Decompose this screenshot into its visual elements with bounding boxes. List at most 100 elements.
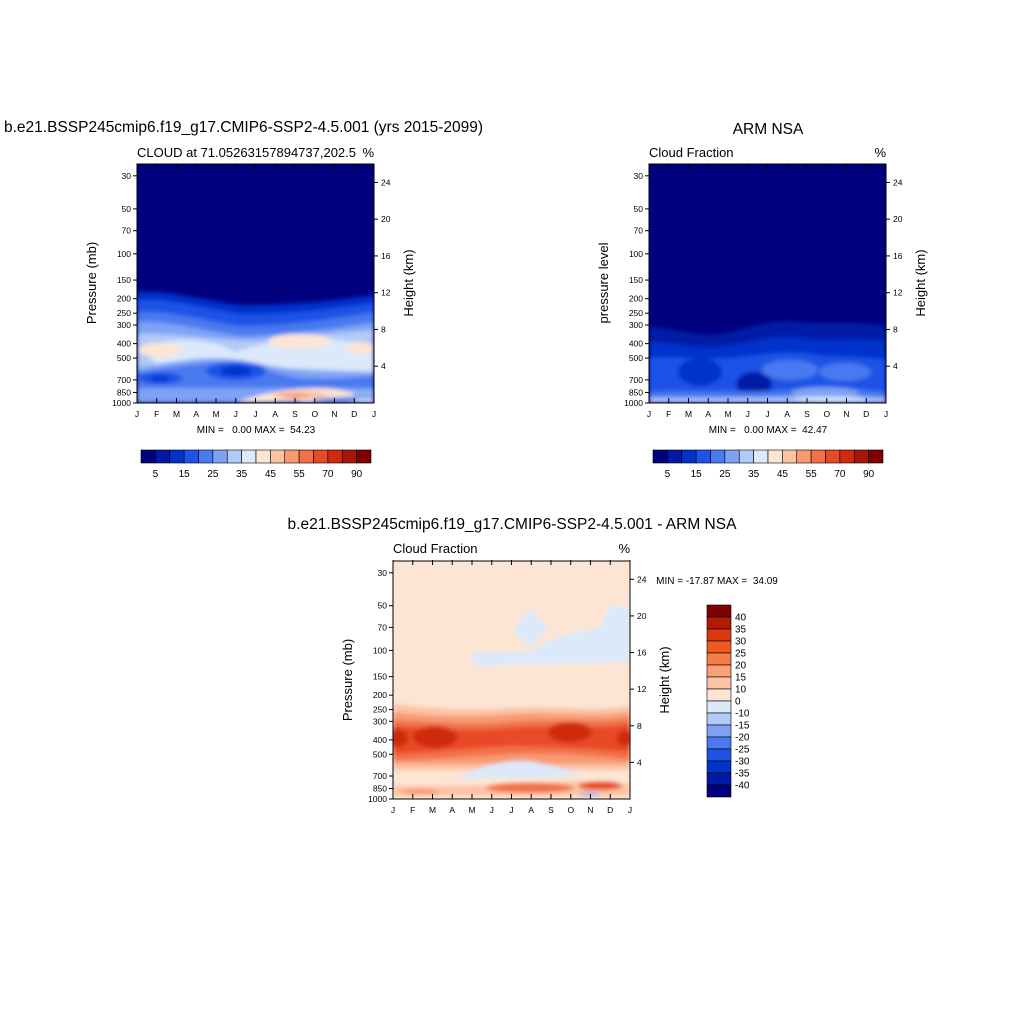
month-tick-label: J xyxy=(234,409,238,419)
pressure-tick-label: 200 xyxy=(373,690,387,700)
month-tick-label: J xyxy=(135,409,139,419)
colorbar-swatch xyxy=(226,449,242,464)
colorbar-label: -30 xyxy=(735,757,750,768)
pressure-tick-label: 400 xyxy=(629,339,643,349)
diff-subtitle-left: Cloud Fraction xyxy=(393,541,478,556)
month-tick-label: S xyxy=(292,409,298,419)
month-tick-label: J xyxy=(765,409,769,419)
colorbar-label: 55 xyxy=(806,469,818,480)
diff-ylabel-right: Height (km) xyxy=(657,646,672,713)
pressure-tick-label: 250 xyxy=(373,705,387,715)
pressure-tick-label: 300 xyxy=(629,320,643,330)
pressure-tick-label: 150 xyxy=(373,672,387,682)
colorbar-label: 25 xyxy=(207,469,219,480)
colorbar-label: 15 xyxy=(691,469,703,480)
colorbar-swatch xyxy=(796,449,812,464)
colorbar-swatch xyxy=(706,640,732,654)
pressure-tick-label: 50 xyxy=(634,204,644,214)
height-tick-label: 4 xyxy=(381,361,386,371)
model-subtitle-right: % xyxy=(362,145,374,160)
pressure-tick-label: 50 xyxy=(378,601,388,611)
height-tick-label: 12 xyxy=(637,684,647,694)
colorbar-swatch xyxy=(327,449,343,464)
height-tick-label: 12 xyxy=(893,288,903,298)
pressure-tick-label: 200 xyxy=(117,294,131,304)
colorbar-label: 15 xyxy=(179,469,191,480)
pressure-tick-label: 30 xyxy=(634,171,644,181)
colorbar-label: 90 xyxy=(863,469,875,480)
obs-ylabel-right: Height (km) xyxy=(913,249,928,316)
month-tick-label: N xyxy=(587,805,593,815)
colorbar-swatch xyxy=(169,449,185,464)
pressure-tick-label: 500 xyxy=(373,749,387,759)
colorbar-label: 45 xyxy=(777,469,789,480)
height-tick-label: 4 xyxy=(893,361,898,371)
diff-subtitle-right: % xyxy=(618,541,630,556)
pressure-tick-label: 100 xyxy=(629,249,643,259)
month-tick-label: M xyxy=(212,409,219,419)
colorbar-swatch xyxy=(198,449,214,464)
diff-title: b.e21.BSSP245cmip6.f19_g17.CMIP6-SSP2-4.… xyxy=(288,516,738,533)
colorbar-swatch xyxy=(667,449,683,464)
colorbar-swatch xyxy=(724,449,740,464)
height-tick-label: 16 xyxy=(893,251,903,261)
pressure-tick-label: 70 xyxy=(634,226,644,236)
model-stats: MIN = 0.00 MAX = 54.23 xyxy=(197,425,316,436)
colorbar-label: 25 xyxy=(735,649,747,660)
pressure-tick-label: 500 xyxy=(117,353,131,363)
month-tick-label: F xyxy=(154,409,159,419)
colorbar-swatch xyxy=(706,760,732,774)
colorbar-swatch xyxy=(356,449,372,464)
colorbar-swatch xyxy=(652,449,668,464)
pressure-tick-label: 250 xyxy=(629,308,643,318)
month-tick-label: J xyxy=(746,409,750,419)
colorbar-label: -15 xyxy=(735,721,750,732)
colorbar-swatch xyxy=(825,449,841,464)
model-heatmap xyxy=(137,164,374,403)
pressure-tick-label: 400 xyxy=(373,735,387,745)
pressure-tick-label: 1000 xyxy=(112,398,131,408)
colorbar-swatch xyxy=(706,676,732,690)
colorbar-label: -40 xyxy=(735,781,750,792)
month-tick-label: N xyxy=(331,409,337,419)
colorbar-label: -25 xyxy=(735,745,750,756)
obs-right-ticks: 24 20 16 12 8 4 xyxy=(886,177,903,371)
diff-stats: MIN = -17.87 MAX = 34.09 xyxy=(656,576,778,587)
month-tick-label: J xyxy=(509,805,513,815)
height-tick-label: 4 xyxy=(637,757,642,767)
pressure-tick-label: 30 xyxy=(378,568,388,578)
pressure-tick-label: 30 xyxy=(122,171,132,181)
model-ylabel-right: Height (km) xyxy=(401,249,416,316)
month-tick-label: D xyxy=(607,805,613,815)
pressure-tick-label: 500 xyxy=(629,353,643,363)
model-colorbar: 5 15 25 35 45 55 70 90 xyxy=(140,449,372,480)
colorbar-label: 90 xyxy=(351,469,363,480)
colorbar-swatch xyxy=(710,449,726,464)
pressure-tick-label: 1000 xyxy=(368,794,387,804)
pressure-tick-label: 400 xyxy=(117,339,131,349)
month-tick-label: S xyxy=(548,805,554,815)
colorbar-swatch xyxy=(706,604,732,618)
obs-title: ARM NSA xyxy=(733,121,804,138)
month-tick-label: F xyxy=(410,805,415,815)
month-tick-label: A xyxy=(784,409,790,419)
height-tick-label: 24 xyxy=(893,177,903,187)
colorbar-label: 35 xyxy=(735,625,747,636)
month-tick-label: M xyxy=(468,805,475,815)
month-tick-label: D xyxy=(863,409,869,419)
month-tick-label: N xyxy=(843,409,849,419)
colorbar-swatch xyxy=(839,449,855,464)
colorbar-label: 5 xyxy=(665,469,671,480)
colorbar-label: 35 xyxy=(748,469,760,480)
month-tick-label: M xyxy=(429,805,436,815)
colorbar-swatch xyxy=(241,449,257,464)
obs-colorbar: 5 15 25 35 45 55 70 90 xyxy=(652,449,884,480)
pressure-tick-label: 70 xyxy=(122,226,132,236)
month-tick-label: J xyxy=(884,409,888,419)
height-tick-label: 8 xyxy=(637,721,642,731)
colorbar-swatch xyxy=(695,449,711,464)
colorbar-swatch xyxy=(767,449,783,464)
colorbar-swatch xyxy=(810,449,826,464)
